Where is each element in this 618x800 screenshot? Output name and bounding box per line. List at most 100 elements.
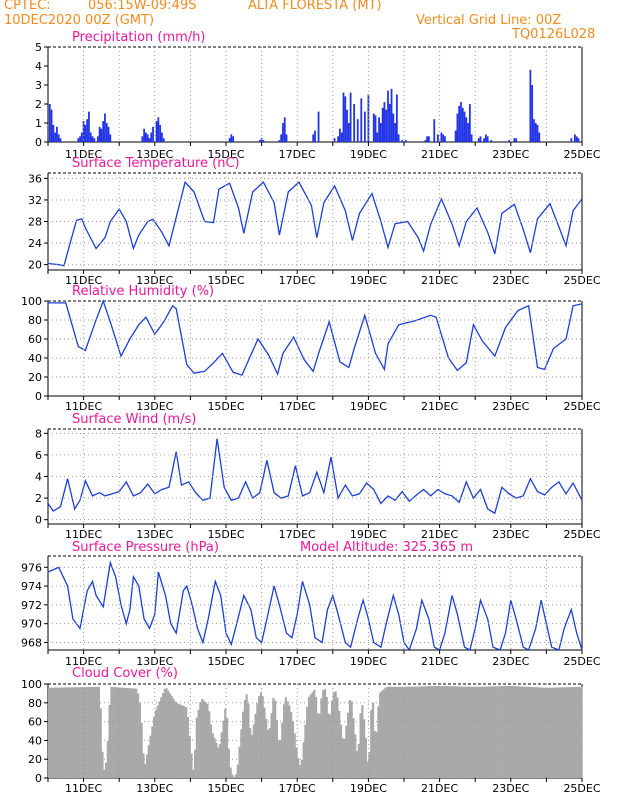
cloud-column <box>190 753 193 778</box>
x-tick-label: 19DEC <box>350 655 387 668</box>
cloud-column <box>327 713 330 778</box>
x-tick-label: 25DEC <box>563 400 600 413</box>
precip-bar <box>486 136 489 142</box>
cloud-column <box>558 687 562 778</box>
x-tick-label: 19DEC <box>350 148 387 161</box>
cloud-column <box>218 743 222 778</box>
cloud-column <box>487 686 490 778</box>
cloud-column <box>174 701 177 778</box>
precip-bar <box>100 128 103 142</box>
cloud-column <box>366 761 369 778</box>
cloud-column <box>384 687 387 778</box>
y-tick-label: 5 <box>35 41 42 54</box>
cloud-column <box>580 686 583 778</box>
wind-series-line <box>47 438 583 515</box>
x-tick-label: 17DEC <box>279 782 316 795</box>
cloud-column <box>222 720 225 778</box>
cloud-column <box>343 738 346 778</box>
cloud-column <box>83 687 86 778</box>
cloud-column <box>99 708 102 778</box>
x-tick-label: 13DEC <box>136 528 173 541</box>
cloud-column <box>53 687 56 778</box>
cloud-column <box>161 693 165 778</box>
cloud-column <box>370 709 373 778</box>
cloud-column <box>208 711 211 778</box>
cloud-column <box>193 749 197 778</box>
cloud-column <box>459 686 462 778</box>
cloud-column <box>430 686 433 778</box>
x-tick-label: 23DEC <box>492 400 529 413</box>
cloud-column <box>88 686 92 778</box>
cloud-column <box>352 718 355 778</box>
cloud-column <box>236 764 239 778</box>
cloud-column <box>382 689 385 778</box>
precip-bar <box>333 138 336 142</box>
cloud-column <box>345 725 348 778</box>
precip-bar <box>395 94 398 142</box>
x-tick-label: 21DEC <box>421 528 458 541</box>
cloud-column <box>113 687 117 778</box>
cloud-column <box>90 686 93 778</box>
precip-bar <box>463 111 466 142</box>
cloud-column <box>145 754 149 778</box>
cloud-column <box>331 700 334 778</box>
precip-bar <box>155 121 158 142</box>
cloud-column <box>56 687 60 778</box>
cloud-column <box>548 687 551 778</box>
precip-bar <box>50 109 53 142</box>
cloud-column <box>332 692 335 778</box>
x-tick-label: 23DEC <box>492 148 529 161</box>
x-tick-label: 21DEC <box>421 274 458 287</box>
cloud-column <box>395 686 398 778</box>
precip-bar <box>282 123 284 142</box>
cloud-column <box>265 718 268 778</box>
cloud-column <box>457 686 460 778</box>
cloud-column <box>475 686 478 778</box>
precip-bar <box>346 109 348 142</box>
cloud-column <box>443 685 446 778</box>
precip-bar <box>79 136 81 142</box>
cloud-column <box>122 687 125 778</box>
x-tick-label: 11DEC <box>65 528 102 541</box>
precip-bar <box>86 119 89 142</box>
y-tick-label: 0 <box>35 772 42 785</box>
cloud-column <box>227 748 230 778</box>
panel-relative-humidity: Relative Humidity (%) 0 20 40 60 80 100 11DEC 1… <box>21 284 601 413</box>
x-tick-label: 11DEC <box>65 274 102 287</box>
cloud-column <box>315 696 318 778</box>
cloud-column <box>96 686 99 778</box>
cloud-column <box>537 687 540 778</box>
cloud-column <box>281 722 284 778</box>
precip-bar <box>104 113 106 142</box>
precip-bar <box>484 134 487 142</box>
cloud-column <box>234 774 238 778</box>
cloud-column <box>460 686 464 778</box>
cloud-column <box>202 700 206 778</box>
cloud-column <box>108 704 111 778</box>
cloud-column <box>507 685 510 778</box>
x-tick-label: 13DEC <box>136 655 173 668</box>
precip-bar <box>424 140 427 142</box>
cloud-column <box>368 752 371 778</box>
cloud-column <box>252 724 255 778</box>
x-tick-label: 13DEC <box>136 274 173 287</box>
precip-bar <box>80 132 83 142</box>
cloud-column <box>195 717 198 778</box>
cloud-column <box>396 686 400 778</box>
cloud-column <box>179 704 182 778</box>
cloud-column <box>249 728 252 778</box>
precip-bar <box>152 126 154 142</box>
cloud-column <box>421 686 424 778</box>
cloud-column <box>206 703 209 778</box>
cloud-column <box>423 686 426 778</box>
cloud-column <box>437 685 440 778</box>
precip-bar <box>148 138 151 142</box>
cloud-column <box>71 687 74 778</box>
cloud-column <box>546 687 549 778</box>
cloud-column <box>49 687 52 778</box>
precip-bar <box>107 126 110 142</box>
precip-bar <box>372 113 375 142</box>
precip-bar <box>230 134 233 142</box>
cloud-column <box>274 700 277 778</box>
cloud-column <box>186 716 190 778</box>
